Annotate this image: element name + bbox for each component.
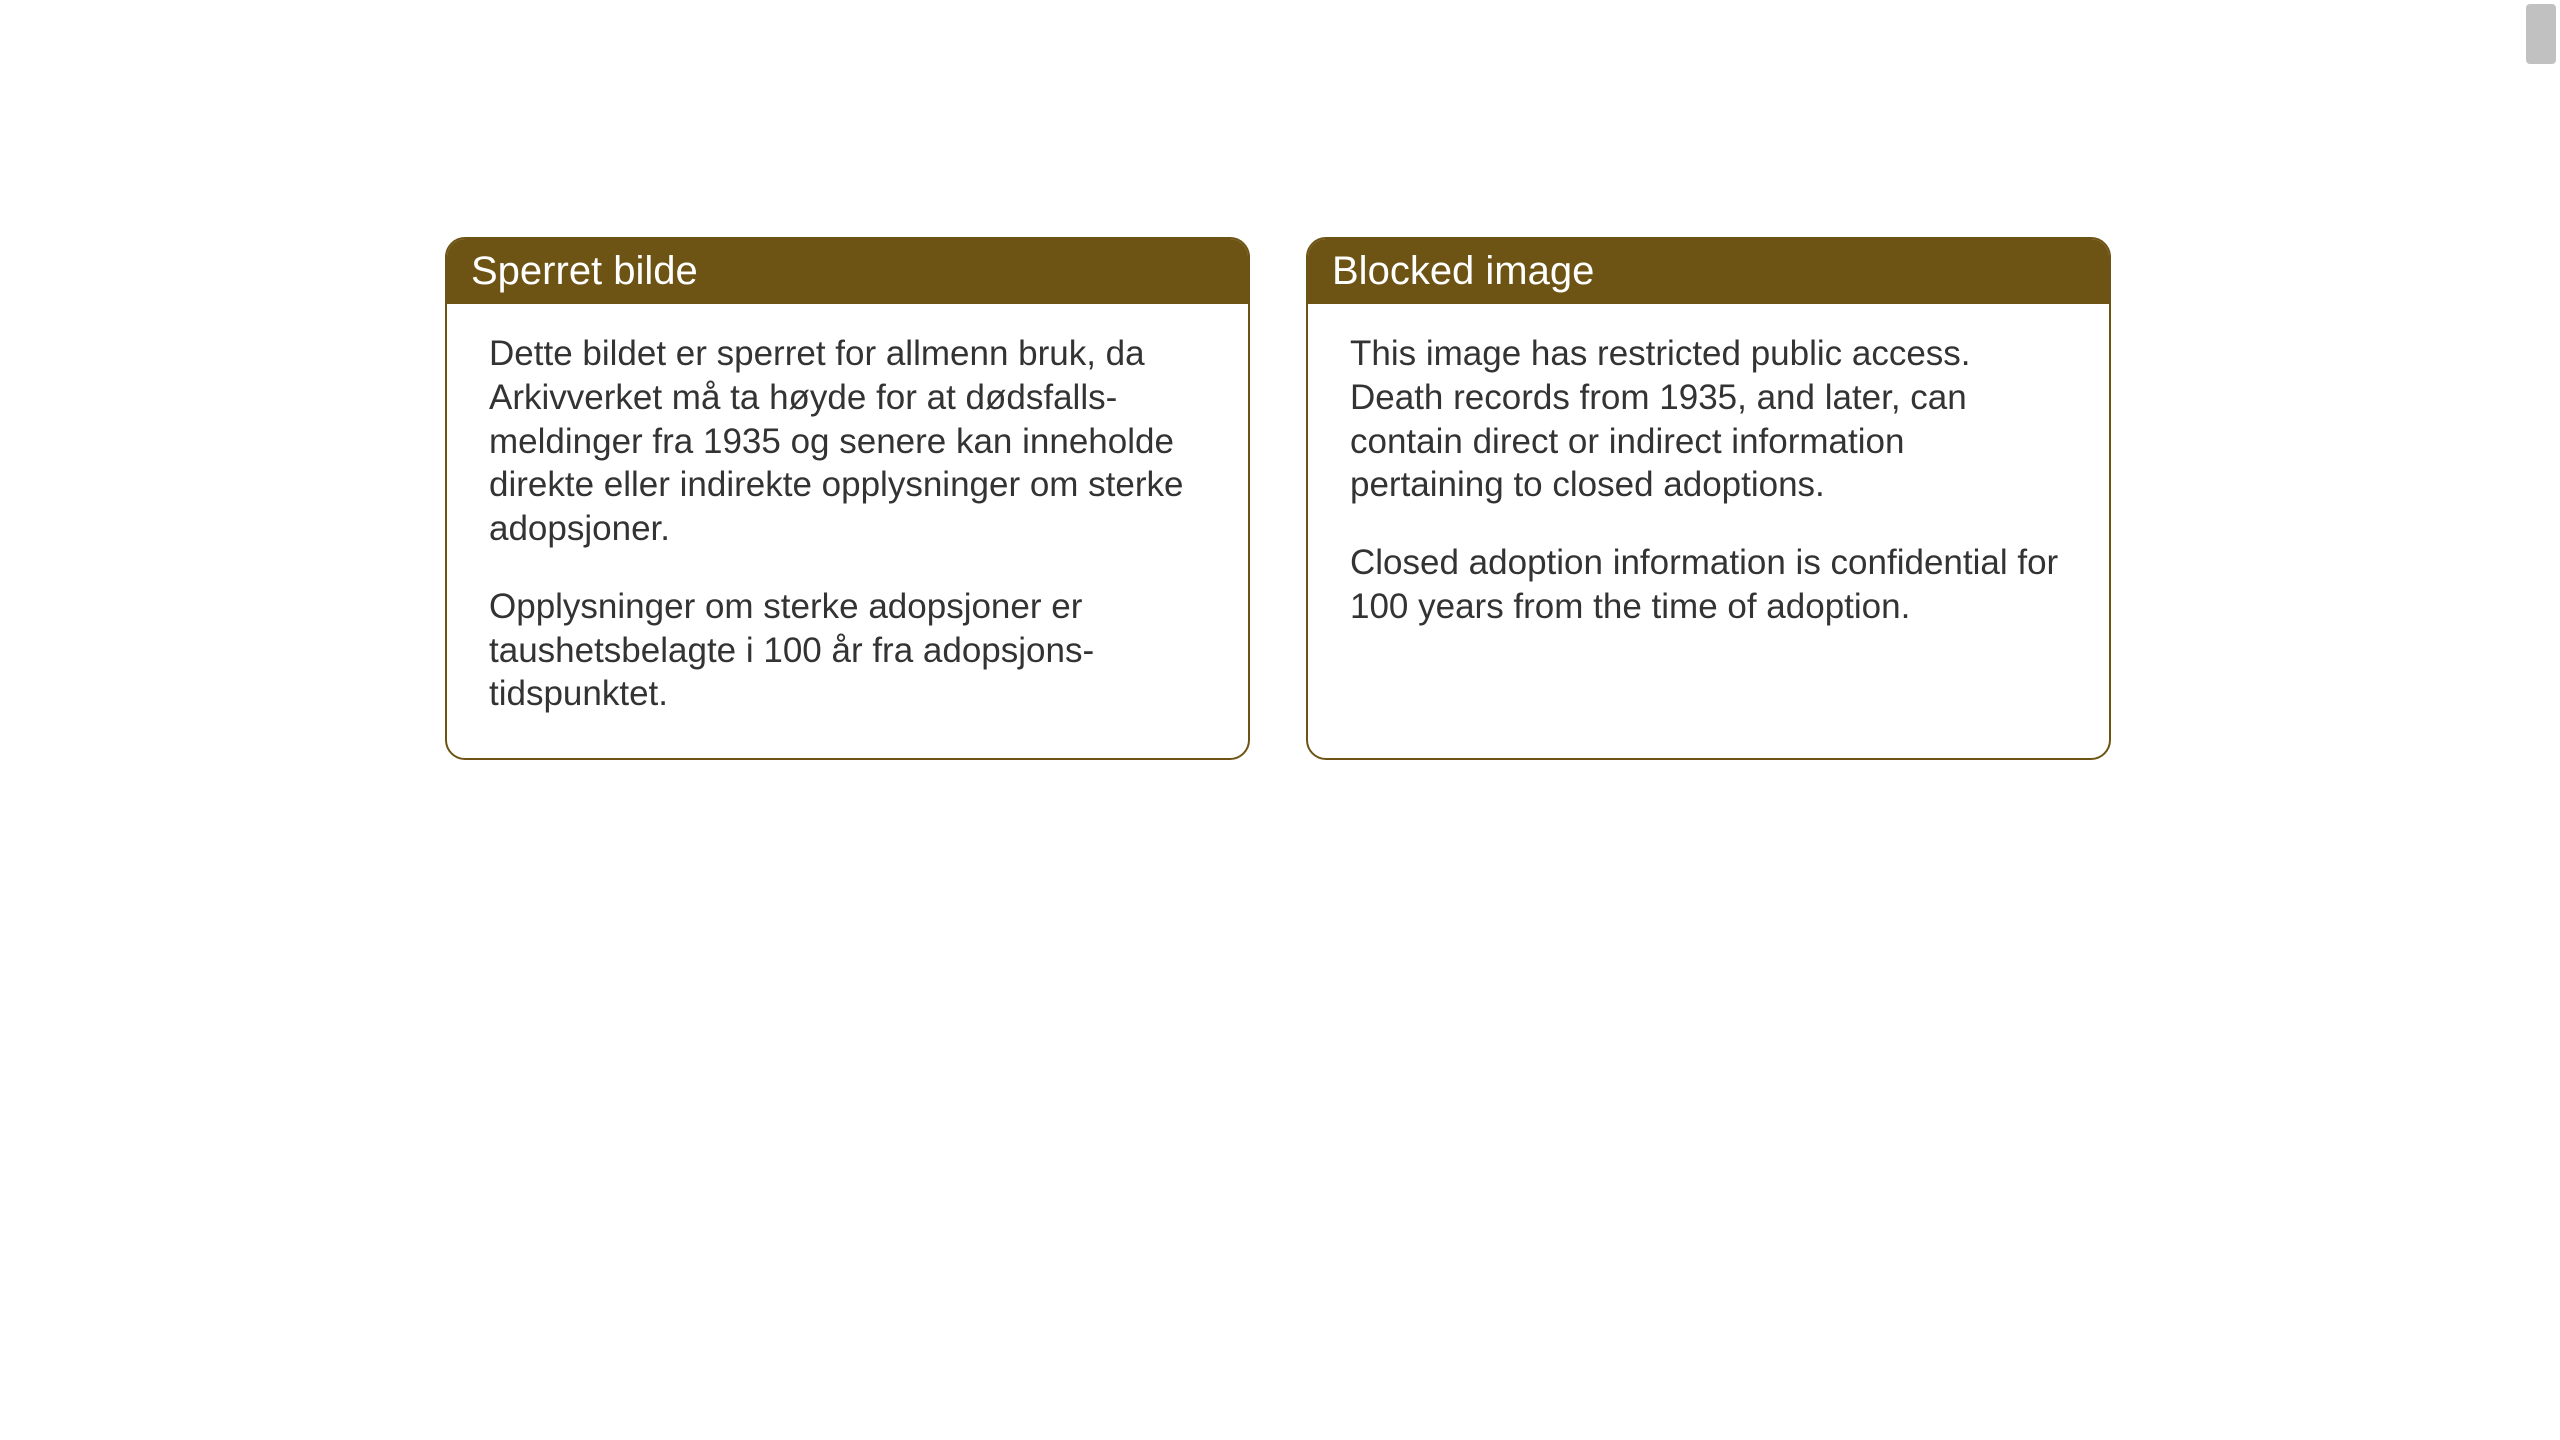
english-notice-card: Blocked image This image has restricted … bbox=[1306, 237, 2111, 760]
norwegian-paragraph-2: Opplysninger om sterke adopsjoner er tau… bbox=[489, 585, 1206, 716]
notice-container: Sperret bilde Dette bildet er sperret fo… bbox=[445, 237, 2111, 760]
norwegian-notice-card: Sperret bilde Dette bildet er sperret fo… bbox=[445, 237, 1250, 760]
english-paragraph-2: Closed adoption information is confident… bbox=[1350, 541, 2067, 629]
english-paragraph-1: This image has restricted public access.… bbox=[1350, 332, 2067, 507]
norwegian-paragraph-1: Dette bildet er sperret for allmenn bruk… bbox=[489, 332, 1206, 551]
english-card-title: Blocked image bbox=[1308, 239, 2109, 304]
norwegian-card-title: Sperret bilde bbox=[447, 239, 1248, 304]
english-card-body: This image has restricted public access.… bbox=[1308, 304, 2109, 671]
vertical-scrollbar-thumb[interactable] bbox=[2526, 4, 2556, 64]
norwegian-card-body: Dette bildet er sperret for allmenn bruk… bbox=[447, 304, 1248, 758]
